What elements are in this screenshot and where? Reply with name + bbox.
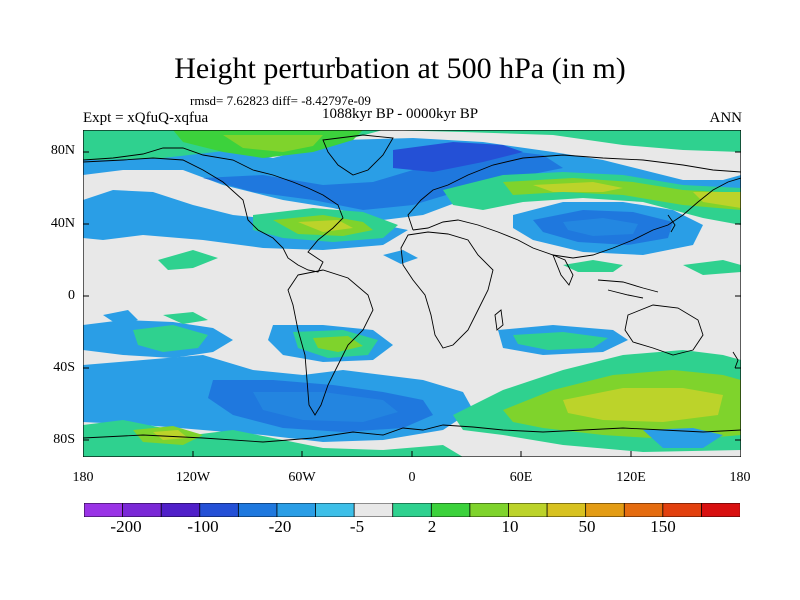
lat-label-0: 0 bbox=[68, 288, 75, 303]
lat-label-80s: 80S bbox=[53, 432, 75, 447]
contour-field bbox=[83, 130, 741, 457]
lon-label-180w: 180 bbox=[72, 470, 94, 485]
colorbar-label: -100 bbox=[187, 517, 219, 536]
colorbar bbox=[84, 503, 740, 517]
colorbar-swatch bbox=[662, 503, 703, 517]
colorbar-swatch bbox=[469, 503, 510, 517]
lon-label-180e: 180 bbox=[729, 470, 751, 485]
lon-label-60e: 60E bbox=[509, 470, 533, 485]
colorbar-swatch bbox=[160, 503, 201, 517]
colorbar-label: 2 bbox=[427, 517, 437, 536]
colorbar-swatch bbox=[315, 503, 355, 517]
colorbar-swatch bbox=[430, 503, 471, 517]
colorbar-label: 150 bbox=[650, 517, 676, 536]
map-panel bbox=[83, 130, 741, 457]
colorbar-swatch bbox=[84, 503, 124, 517]
season-label: ANN bbox=[709, 110, 743, 126]
colorbar-label: 10 bbox=[501, 517, 519, 536]
lon-label-120w: 120W bbox=[175, 470, 211, 485]
colorbar-swatch bbox=[508, 503, 548, 517]
coastlines bbox=[83, 134, 741, 443]
colorbar-swatch bbox=[237, 503, 278, 517]
lat-label-40n: 40N bbox=[50, 216, 75, 231]
colorbar-label: -200 bbox=[110, 517, 142, 536]
colorbar-swatch bbox=[199, 503, 240, 517]
period-label: 1088kyr BP - 0000kyr BP bbox=[322, 106, 479, 122]
colorbar-label: 50 bbox=[578, 517, 596, 536]
lat-label-80n: 80N bbox=[50, 143, 75, 158]
colorbar-label: -20 bbox=[268, 517, 292, 536]
colorbar-swatch bbox=[353, 503, 394, 517]
lon-label-60w: 60W bbox=[288, 470, 316, 485]
colorbar-swatch bbox=[122, 503, 162, 517]
colorbar-swatch bbox=[546, 503, 587, 517]
colorbar-swatch bbox=[701, 503, 740, 517]
lon-label-120e: 120E bbox=[616, 470, 646, 485]
experiment-label: Expt = xQfuQ-xqfua bbox=[83, 110, 209, 126]
colorbar-swatch bbox=[623, 503, 664, 517]
lat-label-40s: 40S bbox=[53, 360, 75, 375]
plot-title: Height perturbation at 500 hPa (in m) bbox=[174, 52, 626, 85]
colorbar-swatch bbox=[276, 503, 317, 517]
colorbar-swatch bbox=[392, 503, 432, 517]
colorbar-label: -5 bbox=[349, 517, 365, 536]
colorbar-swatch bbox=[585, 503, 625, 517]
axis-ticks bbox=[83, 151, 741, 457]
lon-label-0: 0 bbox=[408, 470, 416, 485]
stats-label: rmsd= 7.62823 diff= -8.42797e-09 bbox=[190, 93, 371, 108]
